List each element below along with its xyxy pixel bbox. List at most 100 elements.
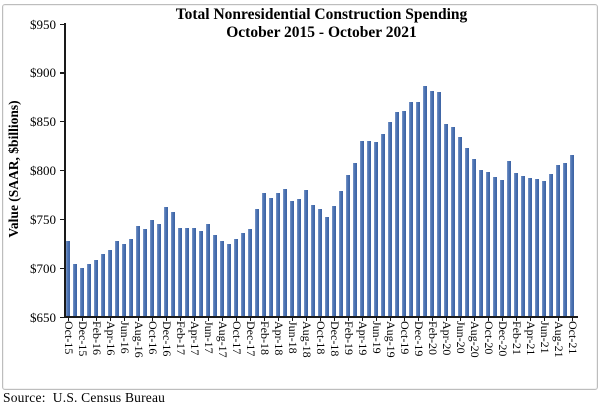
x-tick [67,317,69,321]
x-tick [347,317,349,321]
x-tick [487,317,489,321]
bar-Nov-19 [409,102,414,318]
x-tick [571,317,573,321]
x-tick [333,317,335,321]
x-tick [179,317,181,321]
x-tick [389,317,391,321]
bar-Feb-21 [514,172,519,318]
x-tick [319,317,321,321]
bar-Oct-19 [402,111,407,318]
bar-Apr-18 [276,193,281,318]
x-tick [445,317,447,321]
x-tick-label: Aug-16 [131,321,146,359]
x-tick [263,317,265,321]
x-tick-label: Apr-21 [523,321,538,356]
x-tick [529,317,531,321]
bar-Mar-17 [185,228,190,318]
y-tick-label: $700 [30,261,56,276]
x-tick-label: Oct-17 [229,321,244,355]
bar-May-19 [367,141,372,318]
bar-Apr-20 [444,123,449,318]
y-tick [60,72,64,74]
y-tick-label: $900 [30,65,56,81]
x-tick [221,317,223,321]
x-tick [305,317,307,321]
bar-Jan-20 [423,85,428,318]
bar-Mar-18 [269,198,274,318]
bar-Sep-16 [143,229,148,318]
bar-Aug-21 [556,164,561,318]
x-tick [501,317,503,321]
x-tick-label: Oct-15 [61,321,76,355]
x-tick [235,317,237,321]
bar-Oct-20 [486,171,491,318]
bar-Jan-19 [339,191,344,318]
x-tick-label: Feb-17 [173,321,188,356]
bar-Oct-16 [150,219,155,318]
bar-Dec-18 [332,205,337,318]
x-tick-label: Jun-17 [201,321,216,355]
x-tick-label: Oct-18 [313,321,328,355]
bar-Aug-19 [388,121,393,318]
bar-Jun-18 [290,201,295,318]
bar-Aug-17 [220,241,225,318]
y-tick [60,316,64,319]
y-tick-label: $650 [30,309,56,325]
bar-Dec-16 [164,206,169,318]
x-tick-label: Oct-21 [565,321,580,355]
bar-Mar-20 [437,92,442,318]
y-tick [60,23,64,25]
bar-Nov-15 [73,263,78,318]
x-tick-label: Feb-18 [257,321,272,356]
x-tick-label: Dec-19 [411,321,426,357]
x-tick [543,317,545,321]
bar-Jun-19 [374,142,379,318]
bar-Aug-18 [304,190,309,318]
x-tick-label: Feb-19 [341,321,356,356]
bar-Feb-18 [262,193,267,318]
bar-Dec-17 [248,229,253,318]
bar-Jul-17 [213,235,218,318]
bar-Jul-19 [381,133,386,318]
bar-May-16 [115,241,120,318]
bar-Sep-17 [227,244,232,318]
bar-Feb-19 [346,174,351,318]
x-tick-label: Apr-19 [355,321,370,356]
x-tick [361,317,363,321]
bar-Jan-16 [87,263,92,318]
x-tick [95,317,97,321]
bar-Mar-21 [521,175,526,318]
x-tick [137,317,139,321]
x-tick [515,317,517,321]
bar-Jul-21 [549,173,554,318]
bar-Oct-21 [570,155,575,318]
y-tick [60,219,64,221]
bar-Dec-20 [500,179,505,318]
bar-Nov-20 [493,176,498,318]
bar-Jun-16 [122,244,127,318]
bar-Jan-18 [255,208,260,318]
x-tick-label: Aug-17 [215,321,230,359]
x-tick [557,317,559,321]
bar-Apr-21 [528,177,533,318]
x-tick-label: Apr-18 [271,321,286,356]
bar-Sep-21 [563,162,568,318]
bar-May-20 [451,126,456,318]
x-tick-label: Apr-20 [439,321,454,356]
x-tick [277,317,279,321]
x-tick-label: Feb-20 [425,321,440,356]
x-tick [403,317,405,321]
bar-Feb-17 [178,228,183,318]
y-tick-label: $850 [30,114,56,130]
y-tick-label: $950 [30,16,56,32]
y-tick [60,121,64,123]
bar-Nov-17 [241,233,246,318]
x-tick [109,317,111,321]
y-tick-label: $750 [30,212,56,228]
chart-title: Total Nonresidential Construction Spendi… [65,6,578,42]
bar-Nov-18 [325,216,330,318]
bar-Mar-19 [353,162,358,318]
x-tick [151,317,153,321]
x-tick-label: Dec-15 [75,321,90,357]
